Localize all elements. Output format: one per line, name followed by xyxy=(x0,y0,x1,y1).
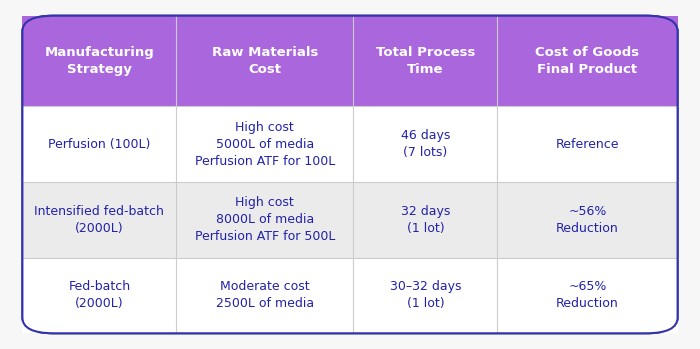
Bar xyxy=(22,106,176,182)
Text: Raw Materials
Cost: Raw Materials Cost xyxy=(211,46,318,76)
Bar xyxy=(498,258,678,333)
Text: Cost of Goods
Final Product: Cost of Goods Final Product xyxy=(536,46,640,76)
Bar xyxy=(354,258,498,333)
Bar xyxy=(354,106,498,182)
Bar xyxy=(354,16,498,106)
Bar xyxy=(176,258,354,333)
Text: Intensified fed-batch
(2000L): Intensified fed-batch (2000L) xyxy=(34,205,164,235)
Text: High cost
5000L of media
Perfusion ATF for 100L: High cost 5000L of media Perfusion ATF f… xyxy=(195,120,335,168)
Text: 46 days
(7 lots): 46 days (7 lots) xyxy=(400,129,450,159)
Text: Moderate cost
2500L of media: Moderate cost 2500L of media xyxy=(216,281,314,311)
Text: High cost
8000L of media
Perfusion ATF for 500L: High cost 8000L of media Perfusion ATF f… xyxy=(195,196,335,243)
Bar xyxy=(22,182,176,258)
Text: ~56%
Reduction: ~56% Reduction xyxy=(556,205,619,235)
Text: Manufacturing
Strategy: Manufacturing Strategy xyxy=(45,46,154,76)
Text: 32 days
(1 lot): 32 days (1 lot) xyxy=(400,205,450,235)
Bar xyxy=(498,182,678,258)
Text: Perfusion (100L): Perfusion (100L) xyxy=(48,138,150,150)
Bar xyxy=(498,106,678,182)
Text: ~65%
Reduction: ~65% Reduction xyxy=(556,281,619,311)
Bar xyxy=(354,182,498,258)
Text: Reference: Reference xyxy=(556,138,620,150)
Bar xyxy=(22,258,176,333)
Bar xyxy=(176,182,354,258)
Bar xyxy=(22,16,176,106)
Bar xyxy=(176,106,354,182)
FancyBboxPatch shape xyxy=(22,16,678,333)
Bar xyxy=(498,16,678,106)
Text: Total Process
Time: Total Process Time xyxy=(376,46,475,76)
Text: 30–32 days
(1 lot): 30–32 days (1 lot) xyxy=(390,281,461,311)
Bar xyxy=(176,16,354,106)
Text: Fed-batch
(2000L): Fed-batch (2000L) xyxy=(69,281,130,311)
